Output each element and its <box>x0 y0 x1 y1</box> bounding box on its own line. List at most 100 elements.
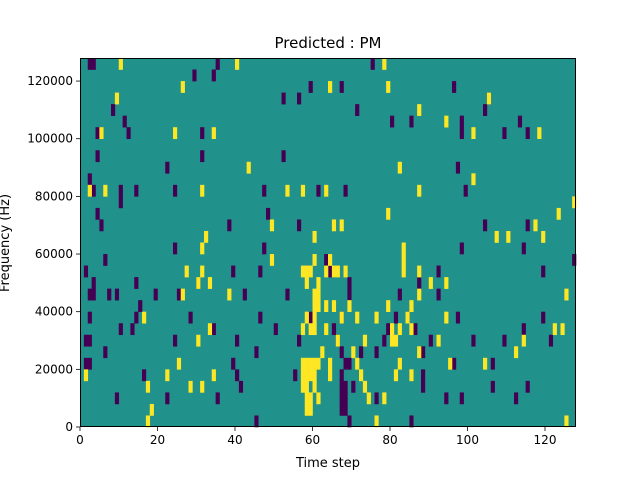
heatmap-cell-low <box>153 288 158 301</box>
heatmap-cell-high <box>312 323 317 336</box>
heatmap-cell-low <box>339 403 344 416</box>
heatmap-cell-high <box>188 380 193 393</box>
heatmap-cell-low <box>87 58 92 70</box>
heatmap-cell-low <box>386 323 391 336</box>
heatmap-cell-high <box>200 184 205 197</box>
heatmap-cell-low <box>200 127 205 140</box>
heatmap-cell-high <box>308 403 313 416</box>
heatmap-cell-low <box>541 265 546 278</box>
heatmap-cell-high <box>304 392 309 405</box>
heatmap-cell-low <box>525 380 530 393</box>
heatmap-cell-high <box>312 357 317 370</box>
heatmap-cell-high <box>572 196 577 209</box>
heatmap-cell-high <box>324 323 329 336</box>
heatmap-cell-low <box>281 92 286 105</box>
x-tick-label: 120 <box>534 433 557 447</box>
heatmap-cell-high <box>390 334 395 347</box>
heatmap-cell-high <box>176 357 182 370</box>
heatmap-cell-high <box>483 357 488 370</box>
heatmap-cell-low <box>122 115 127 128</box>
heatmap-cell-high <box>471 173 476 186</box>
heatmap-cell-low <box>417 277 422 289</box>
heatmap-cell-high <box>417 104 422 116</box>
y-tick-label: 0 <box>65 420 73 434</box>
heatmap-cell-high <box>142 311 147 324</box>
heatmap-cell-low <box>262 242 267 255</box>
heatmap-cell-low <box>397 288 402 301</box>
heatmap-cell-high <box>269 254 275 266</box>
heatmap-cell-high <box>386 81 391 93</box>
heatmap-cell-high <box>316 277 321 289</box>
heatmap-cell-low <box>339 380 344 393</box>
heatmap-cell-low <box>343 403 348 416</box>
heatmap-cell-low <box>459 127 464 140</box>
heatmap-cell-low <box>521 242 526 255</box>
heatmap-cell-high <box>165 369 170 382</box>
heatmap-cell-low <box>238 380 244 393</box>
heatmap-cell-low <box>343 380 348 393</box>
heatmap-cell-high <box>312 288 317 301</box>
chart-title: Predicted : PM <box>275 34 382 52</box>
heatmap-cell-high <box>397 323 402 336</box>
heatmap-cell-high <box>87 184 92 197</box>
x-tick-label: 60 <box>305 433 320 447</box>
heatmap-cell-high <box>393 334 399 347</box>
heatmap-cell-high <box>564 415 569 428</box>
x-tick-label: 0 <box>76 433 84 447</box>
heatmap-cell-low <box>459 392 464 405</box>
y-axis: 0 20000 40000 60000 80000 100000 120000 <box>27 74 80 434</box>
heatmap-cell-low <box>91 277 96 289</box>
heatmap-cell-low <box>347 415 352 428</box>
heatmap-cell-low <box>87 311 92 324</box>
heatmap-cell-high <box>409 300 414 312</box>
heatmap-cell-low <box>572 254 577 266</box>
heatmap-cell-low <box>173 184 178 197</box>
heatmap-cell-low <box>455 161 461 174</box>
heatmap-cell-low <box>328 265 333 278</box>
heatmap-cell-high <box>471 127 476 140</box>
heatmap-cell-high <box>331 219 337 232</box>
heatmap-cell-high <box>304 265 309 278</box>
heatmap-cell-low <box>308 311 313 324</box>
heatmap-cell-high <box>436 334 441 347</box>
heatmap-cell-low <box>514 392 519 405</box>
heatmap-cell-low <box>297 219 302 232</box>
y-tick-label: 120000 <box>27 74 73 88</box>
heatmap-cell-high <box>308 265 313 278</box>
heatmap-cell-low <box>339 392 344 405</box>
heatmap-cell-low <box>231 357 236 370</box>
heatmap-cell-high <box>552 323 557 336</box>
heatmap-cell-high <box>335 265 340 278</box>
heatmap-cell-low <box>211 69 216 82</box>
heatmap-cell-high <box>339 219 344 232</box>
heatmap-cell-low <box>409 115 414 128</box>
y-axis-label: Frequency (Hz) <box>0 194 13 292</box>
heatmap-cell-high <box>417 346 422 359</box>
heatmap-cell-high <box>514 346 519 359</box>
heatmap-cell-high <box>300 265 306 278</box>
heatmap-cell-high <box>114 92 120 105</box>
heatmap-cell-low <box>87 357 92 370</box>
heatmap-cell-low <box>114 288 120 301</box>
heatmap-cell-high <box>386 207 391 220</box>
heatmap-cell-low <box>126 127 131 140</box>
heatmap-cell-low <box>351 380 356 393</box>
heatmap-cell-high <box>448 357 453 370</box>
heatmap-cell-high <box>99 127 104 140</box>
heatmap-cell-low <box>91 184 96 197</box>
heatmap-cell-low <box>200 150 205 163</box>
heatmap-cell-high <box>494 230 499 243</box>
heatmap-cell-high <box>401 242 406 255</box>
x-tick-label: 40 <box>227 433 242 447</box>
heatmap-cell-low <box>297 334 302 347</box>
heatmap-cell-low <box>103 254 108 266</box>
heatmap-cell-low <box>455 311 461 324</box>
heatmap-cell-high <box>362 334 368 347</box>
heatmap-cell-low <box>490 380 495 393</box>
heatmap-cell-low <box>483 104 488 116</box>
heatmap-cell-high <box>556 207 561 220</box>
heatmap-cell-low <box>107 288 112 301</box>
heatmap-cell-high <box>417 184 422 197</box>
heatmap-cell-low <box>382 334 387 347</box>
